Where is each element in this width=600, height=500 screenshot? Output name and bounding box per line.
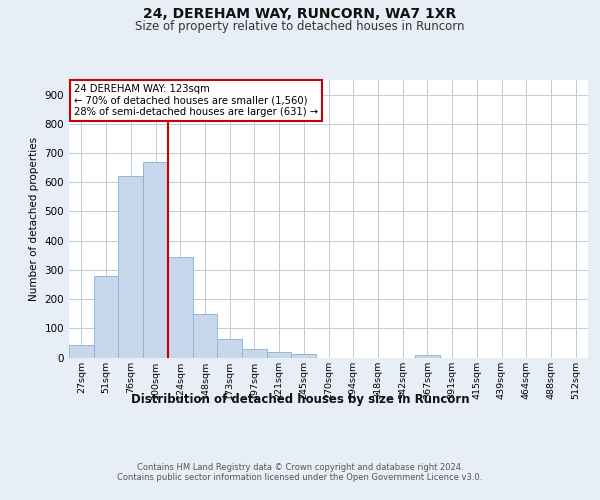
Bar: [267, 352, 292, 358]
Text: 24 DEREHAM WAY: 123sqm
← 70% of detached houses are smaller (1,560)
28% of semi-: 24 DEREHAM WAY: 123sqm ← 70% of detached…: [74, 84, 319, 117]
Bar: [292, 354, 316, 358]
Y-axis label: Number of detached properties: Number of detached properties: [29, 136, 39, 301]
Bar: [69, 345, 94, 358]
Text: Contains HM Land Registry data © Crown copyright and database right 2024.
Contai: Contains HM Land Registry data © Crown c…: [118, 462, 482, 482]
Bar: [217, 340, 242, 357]
Bar: [94, 276, 118, 357]
Text: 24, DEREHAM WAY, RUNCORN, WA7 1XR: 24, DEREHAM WAY, RUNCORN, WA7 1XR: [143, 8, 457, 22]
Bar: [193, 314, 217, 358]
Text: Distribution of detached houses by size in Runcorn: Distribution of detached houses by size …: [131, 392, 469, 406]
Text: Size of property relative to detached houses in Runcorn: Size of property relative to detached ho…: [135, 20, 465, 33]
Bar: [118, 176, 143, 358]
Bar: [168, 256, 193, 358]
Bar: [143, 162, 168, 358]
Bar: [415, 355, 440, 358]
Bar: [242, 348, 267, 358]
